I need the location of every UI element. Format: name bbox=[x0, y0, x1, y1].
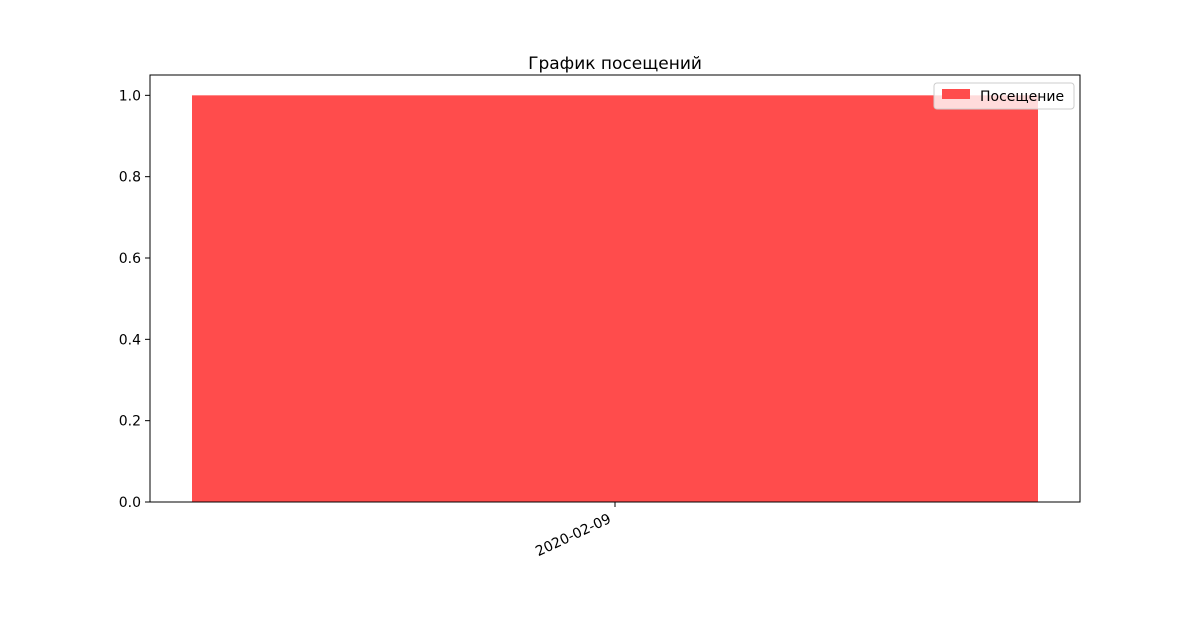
x-axis: 2020-02-09 bbox=[533, 502, 616, 560]
y-tick-label: 0.2 bbox=[119, 414, 141, 430]
plot-area bbox=[149, 74, 1081, 503]
legend: Посещение bbox=[933, 82, 1075, 110]
y-tick-label: 0.8 bbox=[119, 170, 141, 186]
bar bbox=[192, 95, 1038, 502]
y-tick-label: 1.0 bbox=[119, 88, 141, 104]
legend-label: Посещение bbox=[980, 89, 1064, 105]
y-tick-label: 0.4 bbox=[119, 332, 141, 348]
y-axis: 0.0 0.2 0.4 0.6 0.8 1.0 bbox=[119, 88, 150, 511]
legend-swatch bbox=[942, 89, 970, 99]
chart-title: График посещений bbox=[528, 54, 702, 74]
y-tick-label: 0.0 bbox=[119, 495, 141, 511]
x-tick-label: 2020-02-09 bbox=[533, 511, 614, 560]
y-tick-label: 0.6 bbox=[119, 251, 141, 267]
